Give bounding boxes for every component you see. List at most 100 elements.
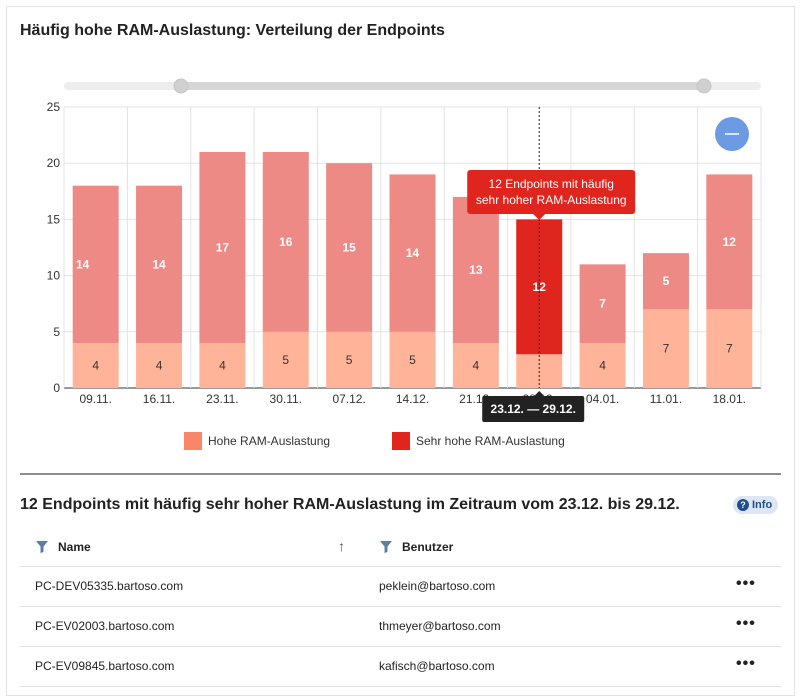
bar-group[interactable] [199,151,246,388]
data-label-hoch: 7 [663,342,670,356]
bar-group[interactable] [452,196,499,388]
x-tick-label: 07.12. [332,392,365,406]
ram-distribution-chart: 4 14 4 14 4 17 5 16 5 15 5 14 4 13 12 4 7 7 5 7 12 0 5 10 15 20 2… [47,78,762,422]
column-label-name: Name [58,540,91,554]
legend-label-sehr-hoch: Sehr hohe RAM-Auslastung [416,434,565,448]
data-label-sehr-hoch: 13 [469,263,483,277]
more-options-icon[interactable]: ••• [736,655,756,672]
data-label-hoch: 4 [219,359,226,373]
more-options-icon[interactable]: ••• [736,575,756,592]
sort-arrow-up-icon[interactable]: ↑ [338,538,345,554]
section-title: 12 Endpoints mit häufig sehr hoher RAM-A… [20,496,680,513]
bar-sehr-hoch [72,185,119,344]
y-tick-label: 25 [47,100,61,114]
data-label-sehr-hoch: 12 [723,235,737,249]
legend-swatch-sehr-hoch [392,432,410,450]
section-divider [20,473,781,475]
data-label-hoch: 5 [282,353,289,367]
y-tick-label: 0 [53,381,60,395]
x-tick-label: 11.01. [650,392,682,406]
data-label-sehr-hoch: 7 [599,297,606,311]
table-row[interactable]: PC-DEV05335.bartoso.com peklein@bartoso.… [20,567,781,607]
bar-sehr-hoch [706,174,753,310]
bar-group[interactable] [579,264,626,388]
bar-hoch [579,343,626,388]
bar-group[interactable] [642,253,689,388]
data-label-sehr-hoch: 17 [216,241,230,255]
bar-group[interactable] [262,151,309,388]
legend-item-sehr-hoch[interactable]: Sehr hohe RAM-Auslastung [392,432,565,450]
more-options-icon[interactable]: ••• [736,615,756,632]
data-label-hoch: 4 [92,359,99,373]
endpoint-name: PC-EV02003.bartoso.com [35,619,175,633]
endpoint-user: kafisch@bartoso.com [379,659,495,673]
zoom-out-button[interactable] [715,117,749,151]
data-label-sehr-hoch: 14 [76,257,90,271]
endpoint-name: PC-DEV05335.bartoso.com [35,579,184,593]
data-label-hoch: 5 [346,353,353,367]
x-tick-label: 18.01. [713,392,746,406]
filter-icon[interactable] [380,541,392,553]
endpoint-user: thmeyer@bartoso.com [379,619,501,633]
column-header-name[interactable]: Name [36,540,91,554]
bar-sehr-hoch [262,151,309,332]
axis-tooltip-box [482,396,585,422]
table-row[interactable]: PC-EV02003.bartoso.com thmeyer@bartoso.c… [20,607,781,647]
data-label-hoch: 4 [473,359,480,373]
table-row[interactable]: PC-EV09845.bartoso.com kafisch@bartoso.c… [20,647,781,687]
bar-hoch [262,331,309,388]
tooltip-text-line1: 12 Endpoints mit häufig [489,177,614,191]
x-tick-label: 09.11. [79,392,111,406]
x-tick-label: 30.11. [270,392,302,406]
y-tick-label: 15 [47,212,61,226]
bar-group[interactable] [706,174,753,388]
data-label-sehr-hoch: 5 [663,274,670,288]
bar-group[interactable] [72,185,119,388]
bar-hoch [706,309,753,388]
legend-item-hoch[interactable]: Hohe RAM-Auslastung [184,432,330,450]
range-slider-selection[interactable] [181,82,704,90]
y-tick-label: 10 [47,269,61,283]
axis-tooltip-text: 23.12. — 29.12. [491,402,576,416]
tooltip-box [467,170,636,214]
bar-sehr-hoch [642,253,689,310]
bar-group[interactable] [136,185,183,388]
bar-group[interactable] [389,174,436,388]
bar-sehr-hoch [579,264,626,344]
bar-sehr-hoch [452,196,499,344]
x-tick-label: 04.01. [586,392,619,406]
bar-group[interactable] [326,163,373,388]
bar-hoch [136,343,183,388]
axis-tooltip-pointer [534,391,545,396]
data-label-hoch: 7 [726,342,733,356]
endpoints-table: Name ↑ Benutzer PC-DEV05335.bartoso.com … [20,528,781,687]
data-label-sehr-hoch: 14 [152,257,166,271]
range-slider-handle-left[interactable] [173,78,189,94]
tooltip-text-line2: sehr hoher RAM-Auslastung [476,193,627,207]
bar-hoch [199,343,246,388]
info-label: Info [752,499,773,511]
info-button[interactable]: ? Info [733,496,779,514]
bar-hoch [452,343,499,388]
data-label-sehr-hoch: 14 [406,246,420,260]
data-label-hoch: 4 [599,359,606,373]
bar-sehr-hoch [136,185,183,344]
bar-sehr-hoch [326,163,373,332]
y-tick-label: 5 [53,325,60,339]
tooltip-pointer [533,214,546,220]
data-label-hoch: 5 [409,353,416,367]
filter-icon[interactable] [36,541,48,553]
column-label-user: Benutzer [402,540,454,554]
x-tick-label: 14.12. [396,392,429,406]
x-tick-label: 16.11. [143,392,175,406]
bar-sehr-hoch [199,151,246,344]
bar-hoch [389,331,436,388]
table-header: Name ↑ Benutzer [20,528,781,567]
bar-sehr-hoch [389,174,436,332]
column-header-user[interactable]: Benutzer [380,540,453,554]
range-slider-handle-right[interactable] [696,78,712,94]
x-tick-label: 23.11. [206,392,238,406]
bar-hoch [326,331,373,388]
endpoint-user: peklein@bartoso.com [379,579,496,593]
legend-swatch-hoch [184,432,202,450]
